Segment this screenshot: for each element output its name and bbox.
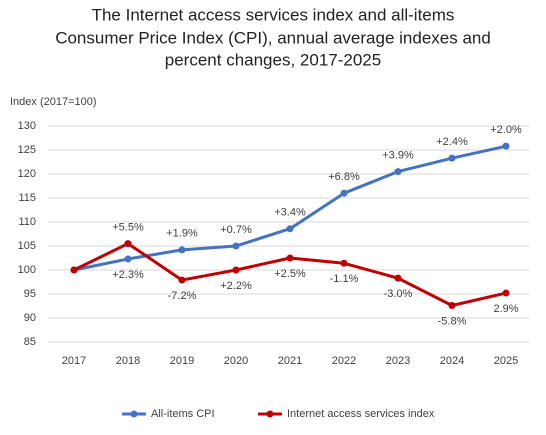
chart-title: The Internet access services index and a… xyxy=(92,5,455,24)
data-point xyxy=(394,274,402,282)
data-point xyxy=(394,168,402,176)
change-label: -5.8% xyxy=(438,315,467,327)
change-label: +2.4% xyxy=(436,136,468,148)
data-point xyxy=(178,276,186,284)
change-label: -3.0% xyxy=(384,288,413,300)
y-tick-label: 85 xyxy=(24,336,36,348)
chart-title: Consumer Price Index (CPI), annual avera… xyxy=(55,28,491,47)
change-label: +5.5% xyxy=(112,222,144,234)
legend-label: Internet access services index xyxy=(287,408,435,420)
x-tick-label: 2024 xyxy=(440,355,464,367)
y-tick-label: 90 xyxy=(24,312,36,324)
data-point xyxy=(340,259,348,267)
data-point xyxy=(232,242,240,250)
y-tick-label: 130 xyxy=(18,120,36,132)
data-point xyxy=(70,266,78,274)
data-point xyxy=(502,142,510,150)
y-tick-label: 95 xyxy=(24,288,36,300)
change-label: +3.9% xyxy=(382,150,414,162)
change-label: 2.9% xyxy=(493,303,518,315)
legend-swatch xyxy=(130,410,138,418)
x-tick-label: 2023 xyxy=(386,355,410,367)
change-label: +3.4% xyxy=(274,207,306,219)
x-tick-label: 2019 xyxy=(170,355,194,367)
data-point xyxy=(232,266,240,274)
x-tick-label: 2025 xyxy=(494,355,518,367)
y-tick-label: 105 xyxy=(18,240,36,252)
x-tick-label: 2020 xyxy=(224,355,248,367)
y-tick-label: 110 xyxy=(18,216,36,228)
y-tick-label: 115 xyxy=(18,192,36,204)
data-point xyxy=(124,255,132,263)
y-tick-label: 125 xyxy=(18,144,36,156)
data-point xyxy=(340,189,348,197)
data-point xyxy=(286,254,294,262)
x-tick-label: 2017 xyxy=(62,355,86,367)
change-label: +2.0% xyxy=(490,124,522,136)
change-label: -1.1% xyxy=(330,273,359,285)
change-label: +6.8% xyxy=(328,171,360,183)
x-tick-label: 2018 xyxy=(116,355,140,367)
change-label: +2.3% xyxy=(112,269,144,281)
data-point xyxy=(178,246,186,254)
data-point xyxy=(448,302,456,310)
change-label: +2.2% xyxy=(220,280,252,292)
data-point xyxy=(448,154,456,162)
change-label: -7.2% xyxy=(168,290,197,302)
y-tick-label: 100 xyxy=(18,264,36,276)
legend-swatch xyxy=(266,410,274,418)
change-label: +1.9% xyxy=(166,228,198,240)
data-point xyxy=(286,225,294,233)
x-tick-label: 2022 xyxy=(332,355,356,367)
data-point xyxy=(502,289,510,297)
x-tick-label: 2021 xyxy=(278,355,302,367)
legend-label: All-items CPI xyxy=(151,408,215,420)
change-label: +2.5% xyxy=(274,268,306,280)
y-axis-label: Index (2017=100) xyxy=(10,96,97,108)
chart-title: percent changes, 2017-2025 xyxy=(165,50,381,69)
change-label: +0.7% xyxy=(220,224,252,236)
data-point xyxy=(124,240,132,248)
y-tick-label: 120 xyxy=(18,168,36,180)
